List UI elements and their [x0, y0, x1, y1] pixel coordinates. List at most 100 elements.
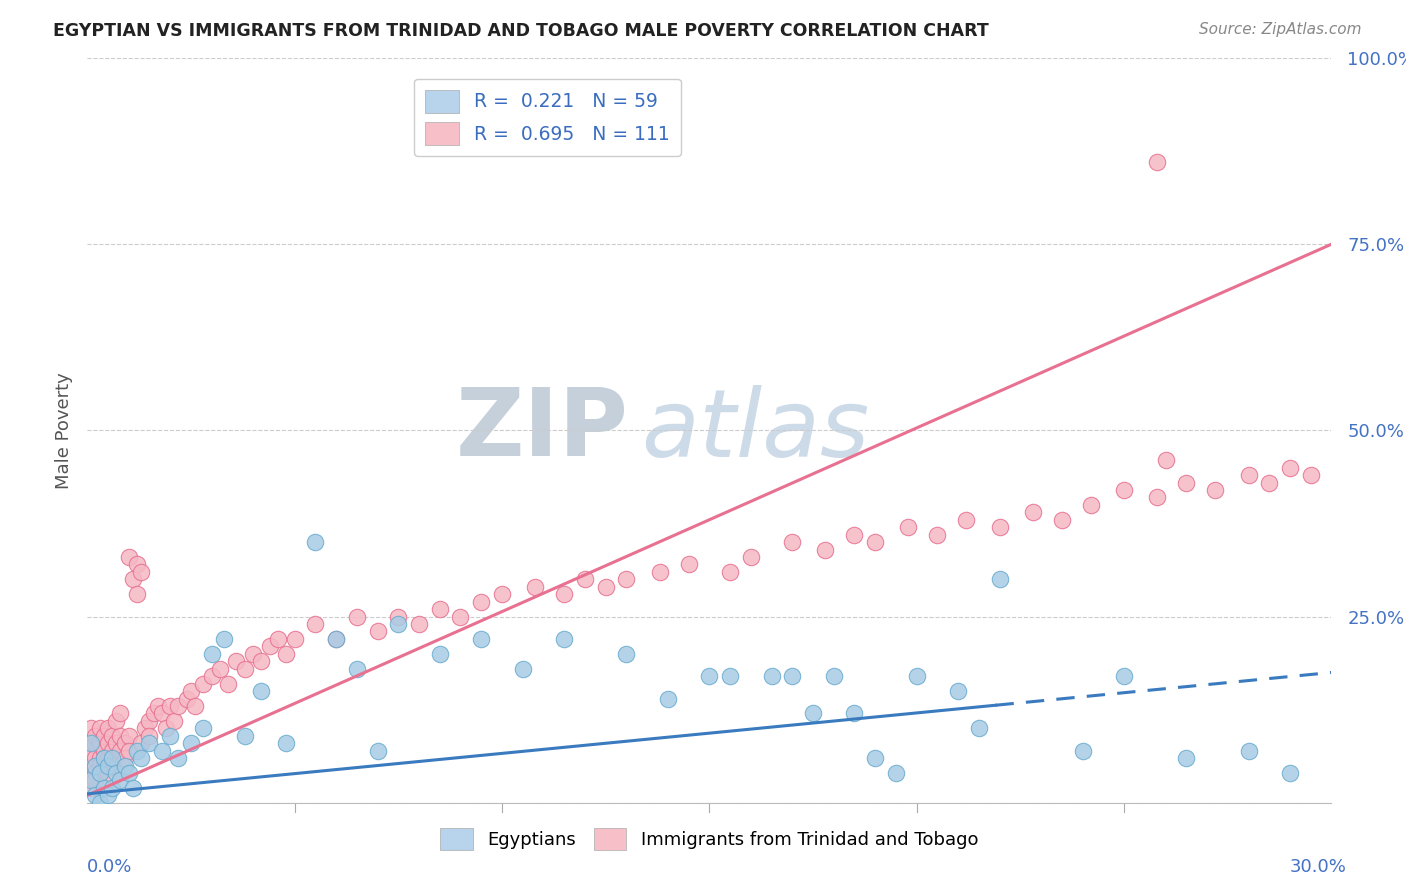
Point — [110, 773, 132, 788]
Point — [1279, 460, 1302, 475]
Point — [470, 632, 492, 646]
Point — [93, 758, 115, 772]
Point — [129, 751, 152, 765]
Point — [823, 669, 845, 683]
Point — [105, 714, 128, 728]
Point — [553, 587, 575, 601]
Point — [93, 729, 115, 743]
Point — [1204, 483, 1226, 497]
Point — [184, 698, 207, 713]
Point — [761, 669, 783, 683]
Point — [988, 573, 1011, 587]
Point — [138, 714, 160, 728]
Text: Source: ZipAtlas.com: Source: ZipAtlas.com — [1198, 22, 1361, 37]
Point — [125, 558, 148, 572]
Point — [988, 520, 1011, 534]
Point — [250, 654, 273, 668]
Point — [616, 573, 638, 587]
Point — [84, 729, 107, 743]
Point — [955, 513, 977, 527]
Point — [121, 573, 143, 587]
Text: ZIP: ZIP — [456, 384, 628, 476]
Point — [233, 729, 256, 743]
Point — [718, 565, 741, 579]
Point — [1050, 513, 1073, 527]
Point — [225, 654, 247, 668]
Point — [110, 744, 132, 758]
Point — [80, 773, 103, 788]
Point — [595, 580, 617, 594]
Point — [648, 565, 671, 579]
Point — [429, 647, 451, 661]
Point — [450, 609, 472, 624]
Point — [89, 766, 111, 780]
Point — [80, 773, 103, 788]
Point — [118, 729, 141, 743]
Point — [1146, 491, 1168, 505]
Point — [80, 751, 103, 765]
Point — [150, 744, 173, 758]
Point — [212, 632, 235, 646]
Point — [1114, 669, 1136, 683]
Point — [408, 617, 430, 632]
Point — [121, 780, 143, 795]
Point — [89, 766, 111, 780]
Point — [105, 766, 128, 780]
Point — [159, 698, 181, 713]
Point — [387, 609, 409, 624]
Point — [89, 796, 111, 810]
Point — [167, 751, 190, 765]
Point — [155, 721, 177, 735]
Point — [276, 736, 298, 750]
Point — [118, 549, 141, 564]
Point — [101, 758, 124, 772]
Point — [844, 706, 866, 721]
Point — [201, 647, 224, 661]
Point — [367, 744, 389, 758]
Point — [180, 736, 202, 750]
Point — [159, 729, 181, 743]
Point — [80, 766, 103, 780]
Point — [84, 751, 107, 765]
Point — [1080, 498, 1102, 512]
Point — [193, 721, 215, 735]
Point — [387, 617, 409, 632]
Text: EGYPTIAN VS IMMIGRANTS FROM TRINIDAD AND TOBAGO MALE POVERTY CORRELATION CHART: EGYPTIAN VS IMMIGRANTS FROM TRINIDAD AND… — [53, 22, 990, 40]
Point — [1022, 505, 1045, 519]
Point — [740, 549, 762, 564]
Point — [304, 617, 326, 632]
Point — [129, 736, 152, 750]
Point — [101, 729, 124, 743]
Point — [80, 736, 103, 750]
Point — [97, 766, 120, 780]
Point — [89, 751, 111, 765]
Point — [1071, 744, 1094, 758]
Text: 30.0%: 30.0% — [1291, 858, 1347, 876]
Legend: Egyptians, Immigrants from Trinidad and Tobago: Egyptians, Immigrants from Trinidad and … — [433, 821, 986, 857]
Point — [304, 535, 326, 549]
Point — [167, 698, 190, 713]
Point — [84, 773, 107, 788]
Point — [1237, 744, 1260, 758]
Point — [93, 780, 115, 795]
Point — [201, 669, 224, 683]
Point — [325, 632, 347, 646]
Point — [967, 721, 990, 735]
Point — [276, 647, 298, 661]
Point — [512, 662, 534, 676]
Point — [89, 721, 111, 735]
Point — [553, 632, 575, 646]
Point — [325, 632, 347, 646]
Point — [346, 609, 368, 624]
Point — [97, 758, 120, 772]
Point — [897, 520, 920, 534]
Point — [93, 751, 115, 765]
Point — [718, 669, 741, 683]
Point — [801, 706, 824, 721]
Point — [80, 736, 103, 750]
Point — [142, 706, 165, 721]
Point — [814, 542, 837, 557]
Point — [865, 751, 887, 765]
Point — [180, 684, 202, 698]
Point — [97, 751, 120, 765]
